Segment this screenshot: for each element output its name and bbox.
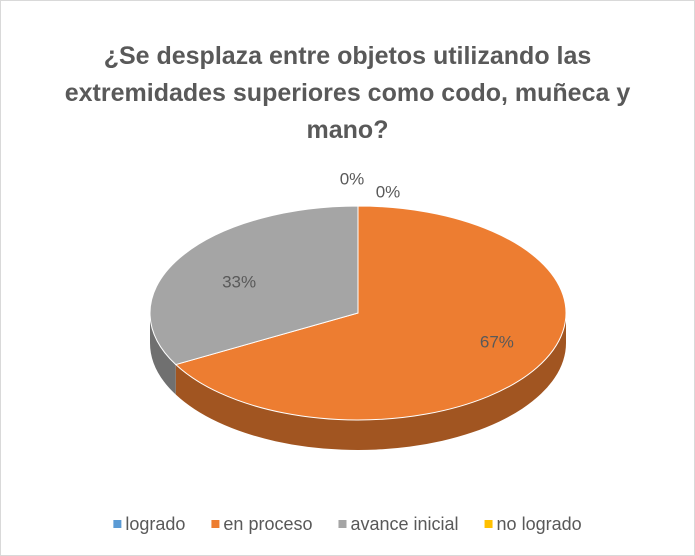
slice-side: [175, 313, 566, 450]
data-label: 67%: [480, 332, 514, 351]
legend-marker: [211, 520, 220, 528]
data-label: 0%: [340, 169, 365, 188]
data-label: 33%: [222, 273, 256, 292]
chart-title: ¿Se desplaza entre objetos utilizando la…: [64, 42, 631, 144]
legend-label: en proceso: [223, 514, 312, 534]
legend-label: logrado: [125, 514, 185, 534]
slice: [174, 205, 567, 421]
data-label: 0%: [376, 182, 401, 201]
slice-side: [150, 313, 176, 395]
legend-marker: [484, 520, 493, 528]
legend-label: avance inicial: [350, 514, 458, 534]
legend-marker: [338, 520, 347, 528]
legend-marker: [113, 520, 122, 528]
legend-label: no logrado: [497, 514, 582, 534]
slice: [149, 205, 359, 366]
